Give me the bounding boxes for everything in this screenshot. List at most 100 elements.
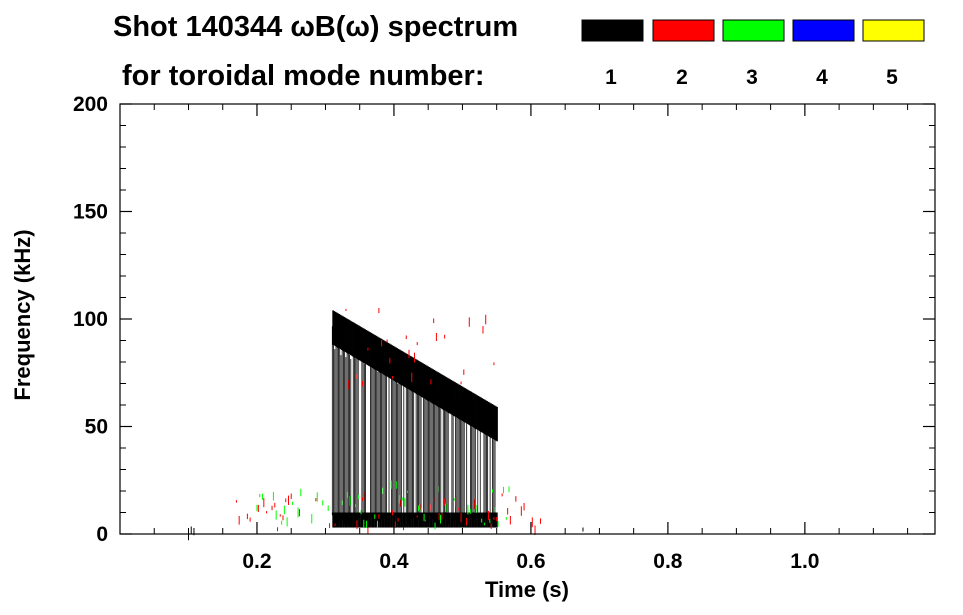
low-band	[405, 512, 407, 528]
x-tick-label: 0.4	[379, 550, 409, 573]
low-band	[469, 512, 471, 528]
chart-title-line1: Shot 140344 ωB(ω) spectrum	[113, 11, 518, 43]
chirp-band	[443, 375, 445, 411]
chirp-band	[343, 316, 346, 352]
low-band	[365, 512, 367, 528]
low-band	[414, 512, 417, 528]
chirp-band	[387, 343, 390, 378]
chirp-band	[482, 398, 485, 434]
chirp-band	[352, 322, 354, 357]
chirp-band	[400, 350, 402, 385]
chirp-band	[438, 372, 440, 408]
chirp-band	[396, 348, 399, 383]
chirp-band	[372, 334, 375, 369]
chirp-band	[476, 395, 479, 430]
low-band	[402, 512, 404, 528]
chirp-band	[439, 373, 442, 408]
low-band	[451, 512, 454, 528]
chirp-band	[469, 390, 471, 426]
chirp-band	[454, 382, 456, 417]
low-band	[403, 512, 406, 528]
low-band	[343, 512, 345, 528]
low-band	[342, 512, 344, 528]
low-band	[470, 512, 472, 528]
chirp-band	[440, 374, 443, 409]
chirp-band	[398, 349, 401, 384]
low-band	[408, 512, 411, 528]
chirp-band	[393, 346, 396, 382]
chirp-band	[418, 361, 421, 396]
low-band	[483, 512, 486, 528]
low-band	[333, 512, 335, 528]
low-band	[477, 512, 480, 528]
low-band	[344, 512, 347, 528]
chirp-band	[355, 324, 358, 359]
chirp-band	[371, 333, 374, 369]
chirp-band	[349, 320, 352, 355]
chirp-band	[458, 384, 460, 419]
chirp-band	[333, 311, 336, 346]
chirp-band	[370, 332, 373, 368]
chirp-band	[358, 325, 360, 361]
low-band	[393, 512, 396, 528]
chirp-band	[429, 367, 432, 403]
low-band	[377, 512, 380, 528]
x-tick-label: 0.6	[516, 550, 545, 573]
chirp-band	[434, 370, 437, 406]
low-band	[445, 512, 448, 528]
low-band	[440, 512, 443, 528]
chirp-band	[445, 377, 448, 412]
chirp-band	[408, 355, 411, 390]
legend-swatch-2	[652, 19, 715, 42]
chirp-band	[437, 372, 439, 407]
low-band	[368, 512, 370, 528]
chirp-band	[363, 328, 365, 363]
chirp-band	[364, 329, 366, 364]
legend: 1 2 3 4 5	[581, 19, 925, 89]
chirp-band	[456, 383, 459, 419]
low-band	[429, 512, 432, 528]
legend-swatch-1	[581, 19, 644, 42]
low-band	[427, 512, 429, 528]
low-band	[355, 512, 358, 528]
low-band	[384, 512, 386, 528]
low-band	[454, 512, 456, 528]
chirp-band	[464, 388, 466, 423]
low-band	[400, 512, 402, 528]
legend-swatch-5	[862, 19, 925, 42]
low-band	[458, 512, 460, 528]
legend-label-5: 5	[886, 66, 898, 89]
low-band	[390, 512, 392, 528]
chirp-band	[339, 314, 342, 350]
low-band	[456, 512, 459, 528]
chirp-band	[450, 380, 453, 415]
chirp-band	[361, 327, 364, 363]
low-band	[386, 512, 388, 528]
chirp-band	[382, 340, 385, 375]
x-tick-label: 1.0	[790, 550, 819, 573]
low-band	[406, 512, 408, 528]
chirp-band	[409, 356, 412, 391]
low-band	[474, 512, 476, 528]
low-band	[413, 512, 416, 528]
chirp-band	[446, 377, 449, 413]
low-band	[338, 512, 340, 528]
chirp-band	[332, 310, 334, 345]
chirp-band	[417, 360, 419, 395]
low-band	[433, 512, 435, 528]
axis-ticks: 0 50 100 150 200 0.2 0.4 0.6 0.8 1.0	[73, 93, 935, 573]
low-band	[385, 512, 387, 528]
low-band	[409, 512, 412, 528]
low-band	[356, 512, 359, 528]
low-band	[336, 512, 338, 528]
chirp-band	[413, 358, 416, 393]
chirp-band	[406, 353, 408, 389]
low-band	[392, 512, 395, 528]
chirp-band	[360, 327, 363, 362]
chirp-band	[460, 385, 463, 421]
chirp-band	[365, 329, 368, 365]
chirp-band	[459, 385, 461, 420]
low-band	[354, 512, 356, 528]
low-band	[334, 512, 337, 528]
chirp-band	[356, 324, 359, 360]
